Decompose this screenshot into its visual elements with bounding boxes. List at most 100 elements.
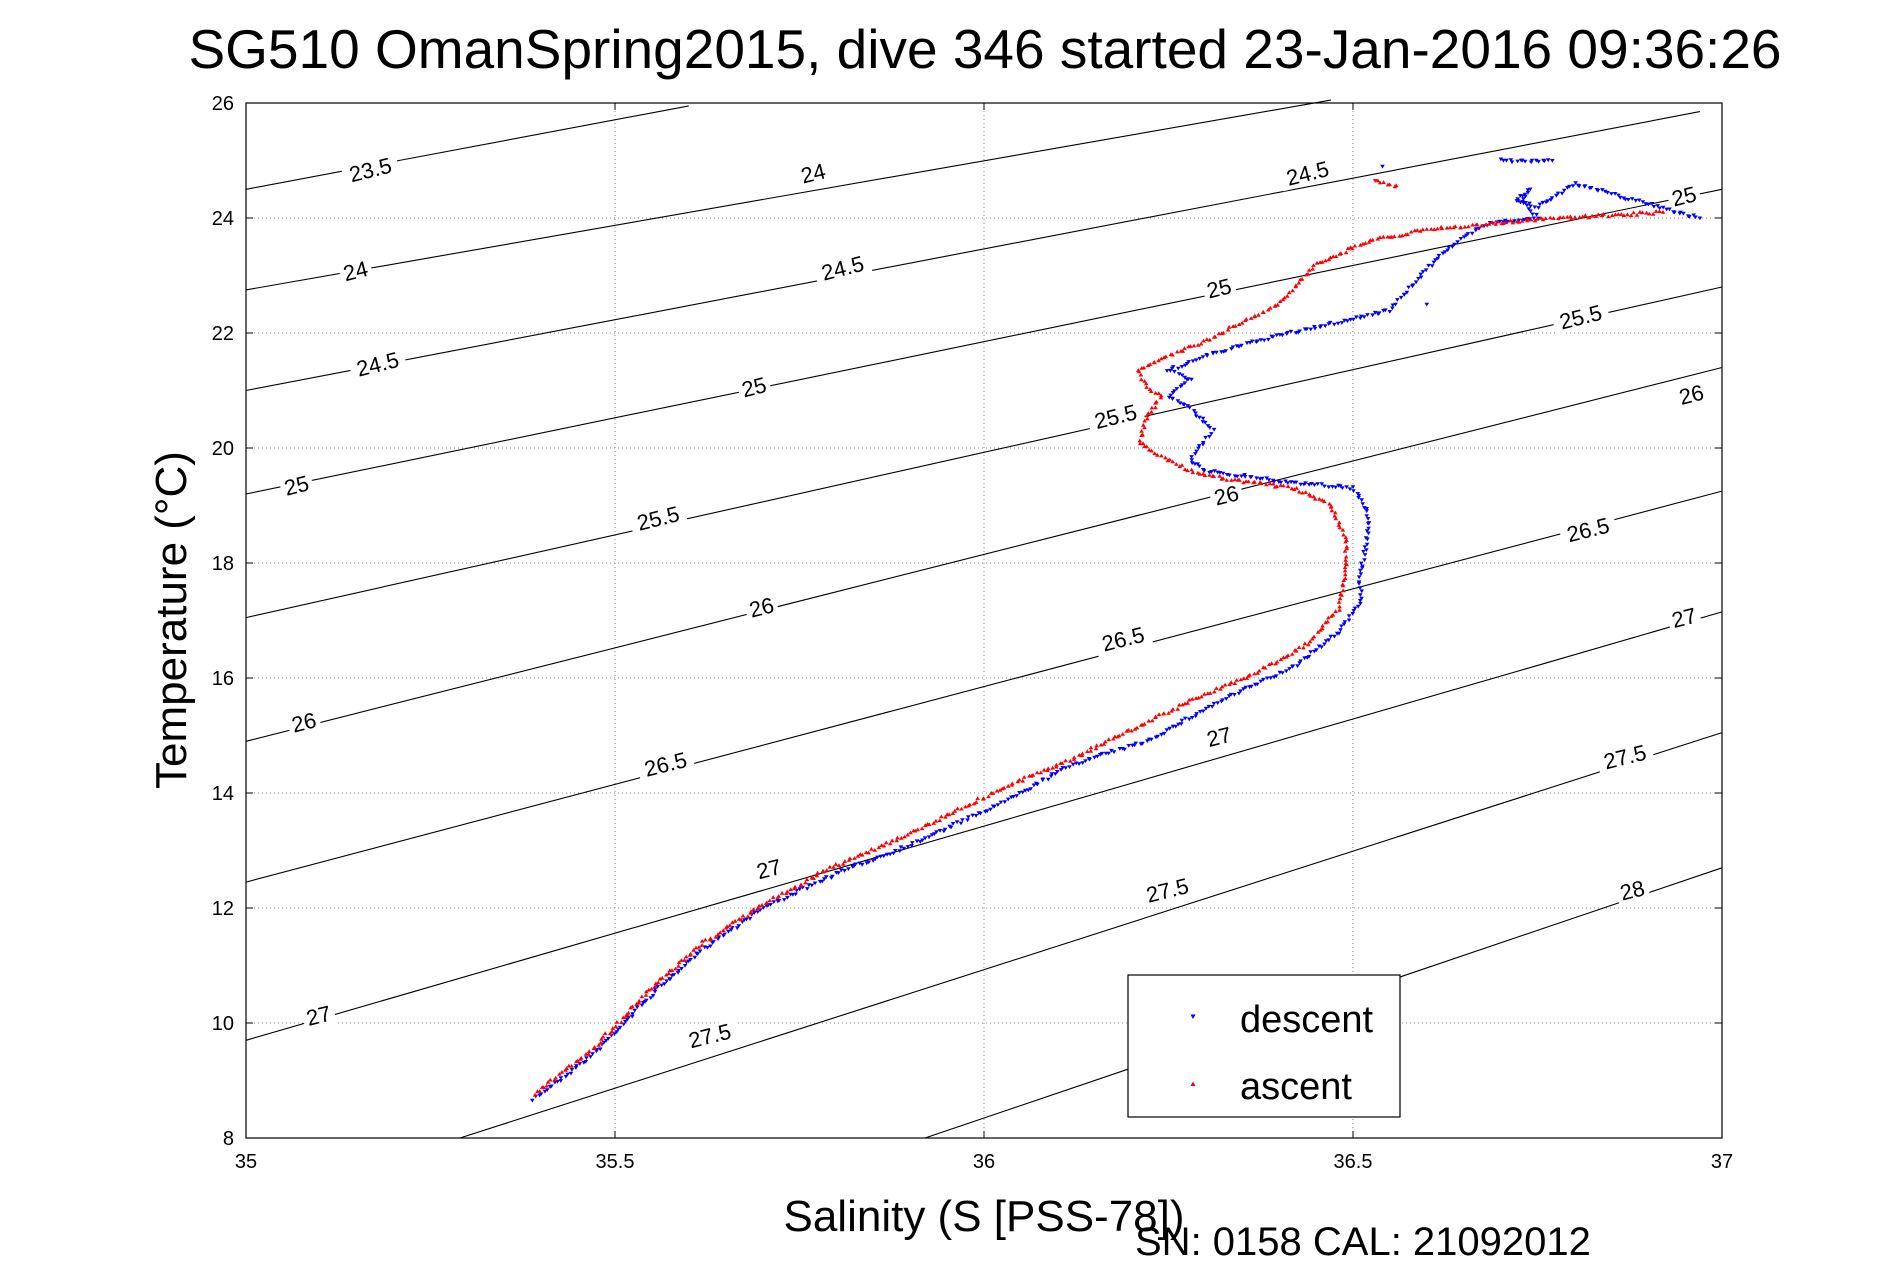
data-point-descent: [1445, 248, 1450, 253]
data-point-ascent: [1415, 228, 1420, 232]
data-point-ascent: [1495, 219, 1500, 224]
data-point-ascent: [721, 928, 726, 932]
data-point-descent: [1053, 772, 1058, 776]
data-point-ascent: [975, 796, 980, 801]
data-point-ascent: [1333, 510, 1338, 515]
density-contour-label: 26.5: [1093, 622, 1154, 658]
data-point-descent: [992, 804, 997, 809]
data-point-ascent: [1120, 731, 1125, 736]
data-point-descent: [1291, 480, 1297, 485]
data-point-descent: [1083, 759, 1088, 763]
data-point-descent: [1345, 319, 1350, 324]
data-point-ascent: [770, 895, 776, 899]
data-point-descent: [776, 899, 782, 903]
data-point-descent: [1285, 330, 1290, 335]
data-point-ascent: [1207, 691, 1213, 695]
data-point-descent: [797, 887, 802, 892]
data-point-descent: [755, 910, 760, 914]
data-point-descent: [1536, 206, 1541, 210]
data-point-descent: [1332, 634, 1337, 639]
data-point-ascent: [811, 876, 816, 880]
data-point-descent: [1435, 256, 1441, 261]
data-point-ascent: [990, 791, 996, 795]
data-point-ascent: [1596, 212, 1601, 217]
data-point-ascent: [1285, 653, 1291, 657]
data-point-ascent: [1257, 668, 1262, 673]
data-point-descent: [716, 935, 722, 940]
data-point-ascent: [548, 1077, 553, 1082]
data-point-ascent: [1428, 227, 1434, 231]
data-point-descent: [1070, 762, 1076, 767]
data-point-descent: [1201, 441, 1206, 445]
contour-label-bg: [1093, 622, 1154, 658]
data-point-ascent: [1289, 486, 1295, 491]
data-point-descent: [1200, 420, 1206, 424]
data-point-descent: [1687, 215, 1692, 219]
data-point-descent: [1207, 470, 1212, 475]
data-point-ascent: [1239, 320, 1245, 325]
data-point-ascent: [803, 880, 808, 885]
data-point-descent: [901, 846, 907, 851]
data-point-descent: [1512, 219, 1517, 223]
data-point-ascent: [569, 1064, 574, 1068]
data-point-ascent: [779, 890, 785, 895]
data-point-ascent: [682, 957, 687, 962]
data-point-descent: [1501, 158, 1506, 163]
x-axis-label: Salinity (S [PSS-78]): [783, 1192, 1184, 1241]
data-point-descent: [1518, 194, 1523, 198]
data-point-ascent: [1185, 468, 1190, 473]
data-point-descent: [1176, 722, 1181, 727]
data-point-ascent: [1350, 246, 1355, 251]
data-point-descent: [998, 800, 1004, 805]
data-point-descent: [1155, 734, 1160, 739]
data-point-descent: [960, 818, 965, 822]
data-point-ascent: [1137, 441, 1143, 446]
data-point-ascent: [1338, 592, 1343, 596]
data-point-descent: [1522, 159, 1528, 164]
data-point-ascent: [1337, 604, 1342, 609]
data-point-ascent: [1458, 225, 1464, 230]
data-point-descent: [1203, 706, 1209, 711]
data-point-descent: [1196, 446, 1201, 451]
data-point-ascent: [544, 1083, 549, 1088]
contour-label-bg: [1086, 399, 1146, 435]
data-point-ascent: [1212, 689, 1217, 694]
data-point-descent: [1080, 761, 1085, 766]
data-point-descent: [552, 1080, 558, 1085]
data-point-descent: [1046, 777, 1051, 782]
data-point-ascent: [1270, 481, 1276, 486]
data-point-ascent: [1435, 226, 1440, 231]
data-point-descent: [1537, 202, 1543, 207]
data-point-descent: [1534, 212, 1539, 217]
data-point-descent: [920, 838, 925, 843]
data-point-descent: [664, 979, 669, 984]
data-point-ascent: [1244, 676, 1250, 680]
data-point-ascent: [1332, 513, 1337, 518]
density-contour-line: [245, 490, 1723, 883]
data-point-descent: [1691, 213, 1696, 218]
data-point-descent: [1197, 356, 1202, 361]
data-point-descent: [1354, 315, 1359, 320]
y-tick-label: 8: [223, 1128, 234, 1150]
data-point-descent: [1364, 542, 1370, 547]
data-point-ascent: [1307, 639, 1313, 644]
data-point-descent: [1025, 788, 1031, 793]
data-point-ascent: [1165, 458, 1171, 463]
data-point-ascent: [1221, 330, 1226, 335]
data-point-ascent: [767, 898, 773, 903]
data-point-descent: [1358, 568, 1363, 573]
data-point-ascent: [1142, 425, 1147, 430]
data-point-descent: [603, 1039, 609, 1043]
data-point-ascent: [1207, 337, 1212, 342]
data-point-ascent: [1050, 765, 1055, 770]
data-point-descent: [1266, 478, 1272, 482]
data-point-descent: [1508, 158, 1514, 162]
data-point-ascent: [1320, 259, 1325, 264]
data-point-descent: [1220, 698, 1225, 703]
data-point-ascent: [1252, 313, 1258, 318]
data-point-descent: [1326, 638, 1332, 643]
data-point-ascent: [564, 1066, 569, 1071]
data-point-ascent: [1282, 295, 1287, 300]
density-contour-label: 24: [337, 256, 374, 286]
data-point-ascent: [1285, 484, 1291, 489]
